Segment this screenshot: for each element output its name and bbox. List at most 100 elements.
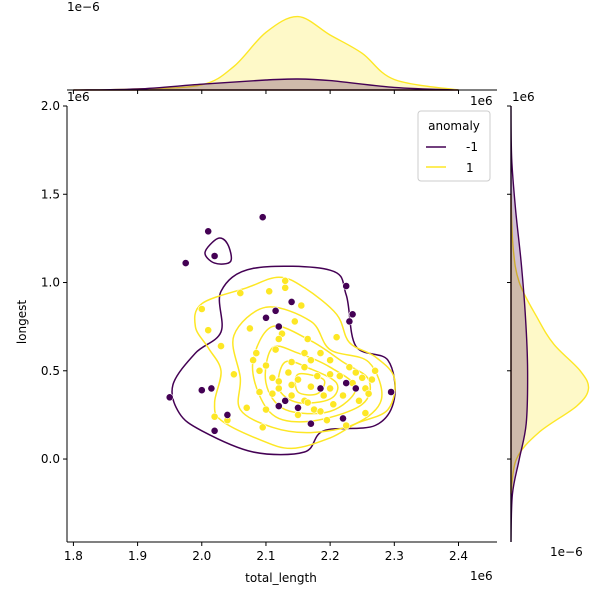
- data-point-1: [316, 349, 325, 357]
- data-point-1: [371, 366, 379, 375]
- right-marginal-kde-1: [510, 194, 590, 495]
- top-marginal-plot: [67, 15, 497, 94]
- data-point-neg1: [342, 379, 351, 387]
- y-tick-label: 1.0: [41, 276, 60, 290]
- data-point-neg1: [274, 402, 283, 410]
- data-point-neg1: [181, 259, 190, 267]
- data-point-1: [271, 345, 280, 354]
- data-point-neg1: [351, 384, 360, 393]
- data-point-1: [287, 358, 296, 366]
- data-point-1: [322, 416, 331, 425]
- data-point-1: [287, 380, 296, 389]
- data-point-1: [294, 410, 302, 419]
- y-offset-label: 1e6: [67, 90, 90, 104]
- data-point-neg1: [306, 419, 315, 428]
- right-marginal-top-label: 1e6: [512, 90, 535, 104]
- kde-contour-1-2: [251, 325, 372, 423]
- data-point-neg1: [345, 317, 354, 326]
- y-tick-label: 2.0: [41, 99, 60, 113]
- data-point-neg1: [223, 410, 232, 419]
- x-tick-label: 1.9: [128, 549, 147, 563]
- data-point-neg1: [210, 252, 219, 260]
- data-point-1: [268, 389, 277, 398]
- x-tick-label: 2.4: [449, 549, 468, 563]
- data-point-neg1: [262, 313, 270, 322]
- data-point-neg1: [387, 388, 395, 396]
- data-point-1: [303, 335, 312, 343]
- data-point-1: [274, 384, 283, 393]
- data-point-1: [313, 372, 322, 380]
- data-point-1: [310, 405, 318, 414]
- data-point-neg1: [316, 384, 325, 393]
- data-point-1: [300, 363, 309, 372]
- data-point-1: [262, 405, 270, 414]
- data-point-1: [281, 276, 290, 285]
- data-point-1: [255, 388, 264, 396]
- data-point-neg1: [339, 414, 347, 423]
- kde-contour-1-0: [193, 276, 396, 450]
- data-point-neg1: [342, 282, 351, 290]
- x-offset-label: 1e6: [470, 569, 493, 583]
- data-point-1: [339, 391, 347, 400]
- data-point-neg1: [294, 403, 302, 412]
- legend-label-1: 1: [466, 161, 474, 175]
- kde-contours: [171, 237, 396, 456]
- top-marginal-kde-neg1: [73, 78, 459, 91]
- data-point-1: [268, 373, 277, 382]
- x-tick-label: 2.1: [256, 549, 275, 563]
- data-point-1: [326, 384, 334, 393]
- data-point-1: [204, 326, 213, 335]
- data-point-1: [217, 342, 225, 350]
- data-point-neg1: [165, 393, 174, 402]
- data-point-1: [326, 370, 334, 379]
- data-point-1: [197, 305, 206, 313]
- legend-box: [417, 110, 491, 182]
- data-point-neg1: [271, 306, 280, 315]
- data-point-1: [262, 361, 270, 370]
- data-point-neg1: [210, 426, 219, 435]
- data-point-neg1: [258, 213, 267, 222]
- data-point-1: [319, 391, 328, 400]
- data-point-neg1: [281, 396, 290, 405]
- kde-contour-1-1: [232, 306, 383, 434]
- kde-contour-neg1-1: [204, 237, 233, 265]
- data-point-1: [294, 375, 302, 384]
- data-point-1: [242, 403, 251, 412]
- data-point-1: [306, 382, 315, 391]
- y-tick-label: 0.5: [41, 364, 60, 378]
- data-point-1: [245, 324, 254, 333]
- data-point-1: [342, 421, 351, 430]
- data-point-1: [329, 400, 338, 409]
- main-plot: 1.8 1.9 2.0 2.1 2.2 2.3 2.4 0.0 0.5 1.0 1.5 2.0: [41, 99, 497, 563]
- data-point-1: [351, 368, 360, 377]
- scatter-points: [165, 213, 395, 435]
- right-marginal-offset-label: 1e−6: [550, 545, 583, 559]
- right-marginal-kde-neg1: [510, 105, 529, 543]
- x-tick-label: 2.3: [385, 549, 404, 563]
- data-point-1: [281, 283, 290, 292]
- data-point-1: [355, 396, 363, 405]
- legend-title: anomaly: [428, 119, 480, 133]
- data-point-neg1: [204, 227, 213, 236]
- data-point-neg1: [207, 384, 216, 393]
- data-point-1: [345, 363, 354, 372]
- data-point-1: [274, 335, 283, 343]
- data-point-1: [326, 356, 334, 365]
- data-point-1: [316, 407, 325, 416]
- right-marginal-plot: [507, 105, 590, 543]
- data-point-1: [249, 356, 257, 365]
- data-point-1: [255, 366, 264, 375]
- x-tick-label: 1.8: [64, 549, 83, 563]
- kde-contour-neg1-0: [171, 265, 396, 456]
- main-axes: 1.8 1.9 2.0 2.1 2.2 2.3 2.4 0.0 0.5 1.0 1.5 2.0: [41, 99, 497, 563]
- data-point-1: [258, 423, 267, 432]
- data-point-1: [252, 349, 261, 357]
- data-point-neg1: [197, 386, 206, 395]
- top-marginal-offset-label: 1e−6: [67, 0, 100, 14]
- data-point-neg1: [287, 297, 296, 306]
- x-tick-label: 2.2: [321, 549, 340, 563]
- data-point-1: [364, 389, 373, 398]
- data-point-1: [361, 409, 370, 417]
- data-point-neg1: [274, 322, 283, 331]
